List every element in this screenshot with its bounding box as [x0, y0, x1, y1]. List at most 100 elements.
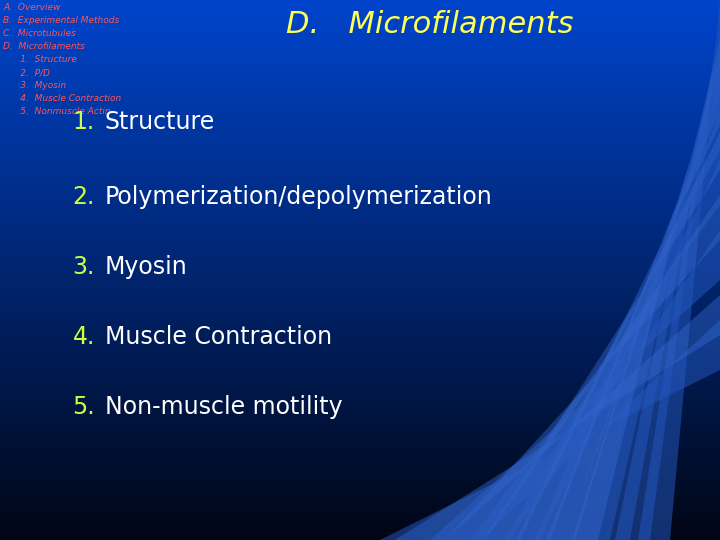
Bar — [0, 265, 720, 269]
Bar — [0, 103, 720, 107]
Bar — [0, 291, 720, 294]
Polygon shape — [430, 230, 720, 540]
Bar — [0, 183, 720, 186]
Bar — [0, 24, 720, 28]
Bar — [0, 154, 720, 158]
Bar — [0, 280, 720, 284]
Bar — [0, 60, 720, 64]
Bar — [0, 416, 720, 421]
Bar — [0, 435, 720, 438]
Bar — [0, 220, 720, 224]
Bar — [0, 519, 720, 523]
Polygon shape — [590, 30, 720, 540]
Bar — [0, 242, 720, 246]
Bar — [0, 100, 720, 104]
Bar — [0, 334, 720, 338]
Bar — [0, 400, 720, 404]
Bar — [0, 447, 720, 451]
Bar — [0, 303, 720, 307]
Bar — [0, 200, 720, 205]
Bar — [0, 341, 720, 345]
Bar — [0, 138, 720, 141]
Bar — [0, 368, 720, 372]
Bar — [0, 357, 720, 361]
Bar — [0, 460, 720, 464]
Bar — [0, 75, 720, 78]
Bar — [0, 244, 720, 248]
Bar — [0, 213, 720, 217]
Bar — [0, 129, 720, 132]
Text: 4.: 4. — [73, 325, 95, 349]
Bar — [0, 11, 720, 16]
Bar — [0, 413, 720, 417]
Bar — [0, 15, 720, 19]
Bar — [0, 6, 720, 10]
Bar — [0, 211, 720, 215]
Bar — [0, 49, 720, 53]
Bar — [0, 305, 720, 309]
Bar — [0, 87, 720, 91]
Bar — [0, 206, 720, 210]
Bar — [0, 517, 720, 521]
Bar — [0, 48, 720, 51]
Bar — [0, 73, 720, 77]
Bar — [0, 505, 720, 509]
Bar — [0, 534, 720, 537]
Bar — [0, 82, 720, 86]
Bar — [0, 247, 720, 251]
Bar — [0, 139, 720, 143]
Polygon shape — [565, 50, 720, 540]
Bar — [0, 109, 720, 113]
Bar — [0, 145, 720, 148]
Text: Non-muscle motility: Non-muscle motility — [105, 395, 343, 419]
Bar — [0, 440, 720, 444]
Bar — [0, 481, 720, 485]
Bar — [0, 176, 720, 179]
Bar — [0, 161, 720, 165]
Bar — [0, 418, 720, 422]
Bar — [0, 478, 720, 482]
Bar — [0, 26, 720, 30]
Bar — [0, 312, 720, 316]
Bar — [0, 195, 720, 199]
Text: 1.: 1. — [73, 110, 95, 134]
Bar — [0, 501, 720, 505]
Bar — [0, 210, 720, 213]
Bar — [0, 62, 720, 66]
Bar — [0, 411, 720, 415]
Bar — [0, 148, 720, 152]
Bar — [0, 96, 720, 100]
Bar — [0, 514, 720, 518]
Bar — [0, 116, 720, 120]
Bar — [0, 76, 720, 80]
Polygon shape — [483, 132, 720, 540]
Bar — [0, 30, 720, 33]
Polygon shape — [470, 160, 720, 540]
Bar — [0, 485, 720, 489]
Bar — [0, 65, 720, 70]
Text: A.  Overview: A. Overview — [3, 3, 60, 12]
Bar — [0, 364, 720, 368]
Bar — [0, 339, 720, 343]
Bar — [0, 494, 720, 498]
Polygon shape — [546, 62, 720, 540]
Bar — [0, 173, 720, 178]
Bar — [0, 296, 720, 300]
Bar — [0, 465, 720, 469]
Bar — [0, 146, 720, 151]
Bar — [0, 443, 720, 448]
Bar — [0, 381, 720, 384]
Bar — [0, 98, 720, 102]
Bar — [0, 415, 720, 419]
Bar — [0, 170, 720, 174]
Bar — [0, 318, 720, 321]
Bar — [0, 388, 720, 392]
Bar — [0, 436, 720, 440]
Bar — [0, 125, 720, 129]
Bar — [0, 156, 720, 159]
Bar — [0, 427, 720, 431]
Bar — [0, 284, 720, 287]
Bar — [0, 55, 720, 59]
Bar — [0, 217, 720, 221]
Bar — [0, 361, 720, 365]
